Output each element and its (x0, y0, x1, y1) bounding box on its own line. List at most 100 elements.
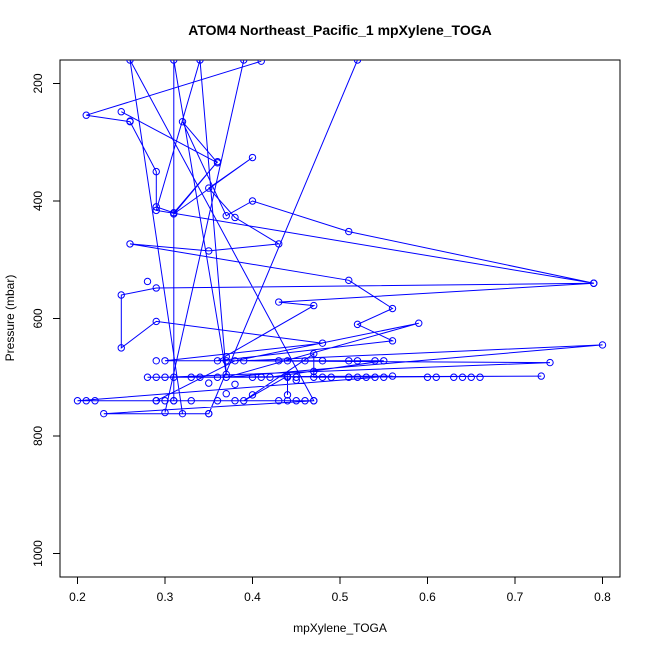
data-point (283, 373, 292, 381)
x-axis: 0.2 0.3 0.4 0.5 0.6 0.7 0.8 (69, 577, 611, 604)
data-point (170, 397, 178, 405)
chart-title: ATOM4 Northeast_Pacific_1 mpXylene_TOGA (188, 22, 491, 38)
data-point (152, 203, 160, 211)
data-point (301, 357, 309, 365)
data-point (231, 213, 239, 222)
data-point (213, 159, 222, 167)
data-point (275, 397, 283, 405)
data-point (257, 373, 265, 381)
data-point (161, 408, 169, 417)
data-point (170, 373, 178, 381)
y-tick-label: 200 (31, 73, 45, 93)
series-line (164, 60, 245, 413)
data-point (362, 373, 370, 381)
x-tick-label: 0.8 (594, 590, 611, 604)
data-point (318, 357, 327, 365)
y-axis-label: Pressure (mbar) (3, 275, 17, 362)
data-point (82, 397, 90, 405)
data-point (537, 372, 545, 380)
data-point (327, 373, 335, 381)
data-point (598, 341, 607, 349)
data-point (117, 108, 125, 116)
data-point (152, 357, 160, 365)
data-point (590, 279, 598, 287)
data-point (388, 304, 397, 313)
data-point (222, 352, 230, 361)
data-point (170, 60, 178, 64)
data-point (126, 117, 134, 125)
data-point (283, 357, 292, 365)
data-point (213, 357, 222, 365)
x-tick-label: 0.3 (157, 590, 174, 604)
y-tick-label: 600 (31, 308, 45, 328)
data-point (205, 379, 213, 387)
data-point (371, 373, 379, 381)
data-point (476, 373, 484, 381)
data-point (196, 60, 204, 64)
data-point (161, 357, 169, 365)
data-point (275, 240, 283, 248)
data-point (345, 276, 353, 285)
data-point (152, 373, 160, 381)
data-point (310, 373, 318, 381)
data-point (248, 373, 257, 381)
data-point (205, 247, 213, 255)
data-point (388, 372, 397, 380)
x-axis-label: mpXylene_TOGA (293, 621, 387, 635)
data-point (353, 60, 362, 64)
data-point (318, 373, 327, 381)
data-point (117, 291, 125, 299)
data-point (353, 373, 362, 381)
data-point (222, 373, 230, 381)
data-point (423, 373, 432, 381)
plot-area (73, 60, 607, 418)
y-tick-label: 800 (31, 426, 45, 446)
data-point (275, 298, 283, 306)
data-point (248, 391, 257, 399)
data-point (345, 373, 353, 381)
data-point (178, 117, 187, 126)
data-point (91, 397, 99, 405)
data-point (240, 357, 248, 365)
data-point (152, 206, 160, 215)
data-point (152, 397, 160, 405)
data-point (170, 210, 178, 218)
data-point (310, 350, 318, 358)
data-point (275, 357, 283, 365)
data-point (318, 339, 327, 347)
data-point (266, 373, 274, 381)
data-point (380, 373, 388, 381)
data-point (450, 373, 458, 381)
data-point (432, 373, 440, 381)
data-point (187, 397, 195, 405)
data-point (73, 397, 82, 405)
data-point (310, 301, 318, 310)
data-point (345, 227, 353, 236)
data-point (248, 153, 257, 162)
data-point (213, 397, 222, 405)
data-point (143, 277, 152, 286)
x-tick-label: 0.5 (332, 590, 349, 604)
data-point (292, 376, 300, 384)
data-point (353, 320, 362, 329)
data-point (205, 184, 213, 192)
data-point (126, 240, 134, 248)
data-point (257, 60, 265, 65)
data-point (388, 337, 397, 345)
data-point (240, 60, 248, 64)
data-point (126, 60, 134, 64)
data-point (231, 357, 239, 365)
y-tick-label: 400 (31, 191, 45, 211)
data-point (222, 357, 230, 365)
data-point (161, 373, 169, 381)
data-point (161, 397, 169, 405)
data-point (222, 390, 230, 398)
data-point (458, 373, 467, 381)
data-point (283, 391, 292, 399)
data-point (240, 397, 248, 405)
series-line (121, 60, 594, 401)
data-point (82, 111, 90, 119)
data-point (231, 380, 239, 388)
y-tick-label: 1000 (31, 540, 45, 567)
